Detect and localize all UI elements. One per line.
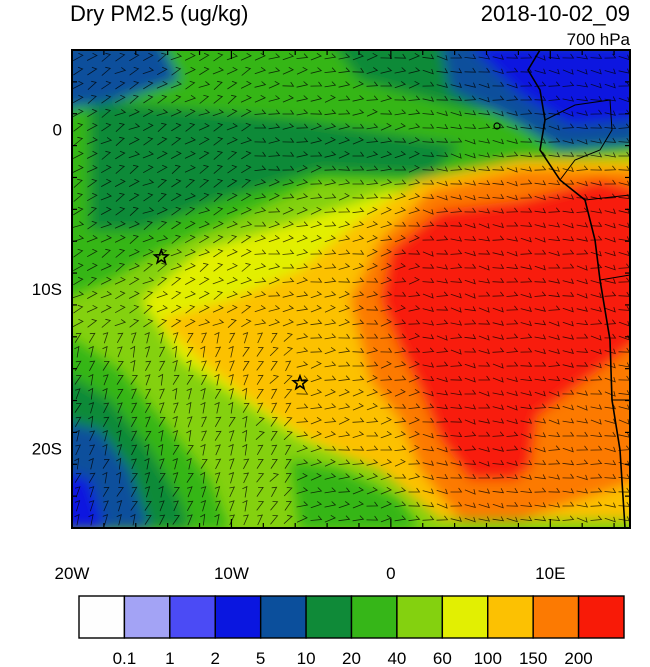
colorbar-label: 1 xyxy=(165,649,174,667)
colorbar-swatch xyxy=(350,595,398,639)
colorbar-label: 100 xyxy=(474,649,502,667)
colorbar-swatch xyxy=(487,595,534,639)
y-tick-label: 20S xyxy=(32,439,62,458)
colorbar-swatch xyxy=(259,595,307,639)
colorbar-label: 60 xyxy=(433,649,452,667)
colorbar-swatch xyxy=(169,595,216,639)
wind-barbs-layer xyxy=(72,52,630,526)
site-markers xyxy=(152,247,309,391)
colorbar-label: 5 xyxy=(256,649,265,667)
colorbar-label: 20 xyxy=(342,649,361,667)
coastline xyxy=(527,50,630,528)
colorbar: 0.1 1 2 5 10 20 40 60 100 150 200 xyxy=(78,595,625,667)
pm25-field xyxy=(72,50,630,528)
colorbar-label: 200 xyxy=(564,649,592,667)
plot-frame xyxy=(71,49,631,529)
pressure-level-label: 700 hPa xyxy=(566,30,630,49)
x-tick-label: 0 xyxy=(386,564,395,583)
star-marker xyxy=(291,373,309,391)
colorbar-swatch xyxy=(396,595,444,639)
country-borders xyxy=(544,99,630,401)
colorbar-label: 150 xyxy=(519,649,547,667)
island-outline xyxy=(493,122,501,130)
colorbar-swatch xyxy=(577,595,625,639)
colorbar-swatch xyxy=(214,595,262,639)
y-tick-label: 0 xyxy=(53,121,62,140)
map-title: Dry PM2.5 (ug/kg) xyxy=(70,1,249,26)
axis-ticks xyxy=(71,49,630,529)
y-tick-label: 10S xyxy=(32,280,62,299)
colorbar-swatch xyxy=(123,595,171,639)
colorbar-label: 10 xyxy=(297,649,316,667)
colorbar-swatch xyxy=(441,595,489,639)
colorbar-swatch xyxy=(78,595,126,639)
x-tick-label: 20W xyxy=(55,564,90,583)
colorbar-label: 0.1 xyxy=(113,649,137,667)
x-tick-label: 10W xyxy=(214,564,249,583)
timestamp-label: 2018-10-02_09 xyxy=(480,1,630,26)
colorbar-swatch xyxy=(305,595,353,639)
axis-tick-labels: 20W 10W 0 10E 0 10S 20S xyxy=(32,121,566,583)
x-tick-label: 10E xyxy=(535,564,565,583)
colorbar-label: 2 xyxy=(211,649,220,667)
star-marker xyxy=(152,247,170,265)
colorbar-label: 40 xyxy=(387,649,406,667)
colorbar-swatch xyxy=(532,595,580,639)
